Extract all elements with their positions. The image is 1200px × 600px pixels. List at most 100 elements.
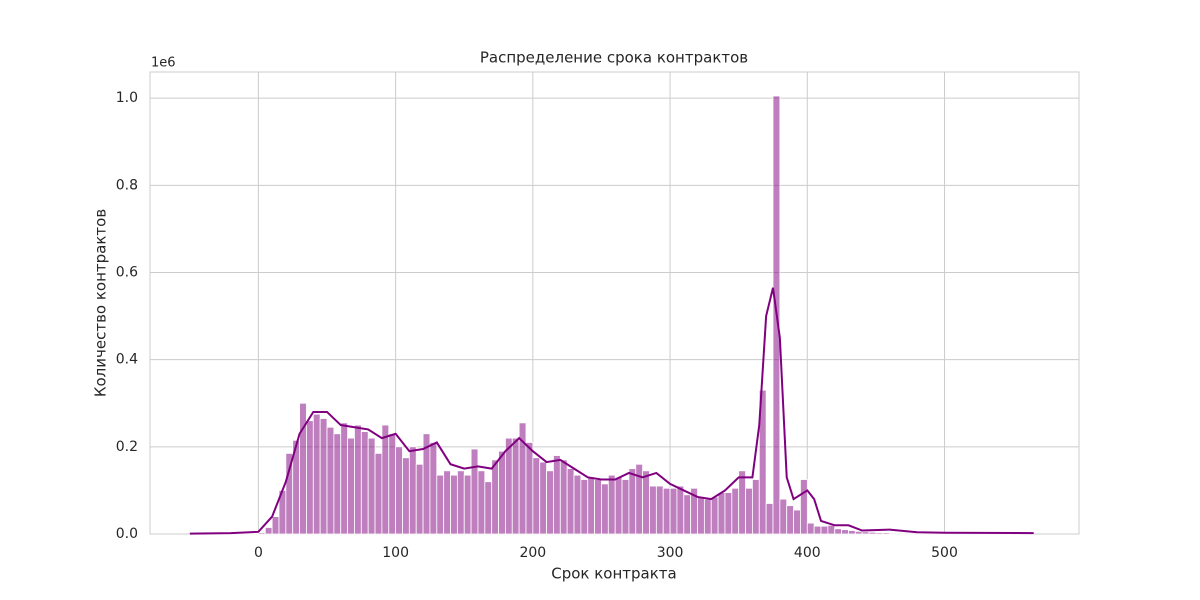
- bar: [395, 446, 403, 535]
- bar: [758, 389, 767, 535]
- bar: [882, 532, 891, 535]
- bar: [841, 529, 849, 535]
- bar: [388, 433, 397, 535]
- bar: [793, 509, 801, 535]
- bar: [498, 450, 506, 535]
- bar: [470, 448, 479, 535]
- bar: [601, 483, 609, 535]
- bar: [415, 463, 424, 535]
- bar: [683, 494, 692, 535]
- bar: [511, 437, 520, 535]
- bar: [834, 528, 843, 535]
- x-tick-label: 500: [931, 545, 958, 561]
- bar: [443, 470, 451, 535]
- y-tick-label: 0.6: [116, 264, 138, 280]
- x-tick-label: 400: [794, 545, 821, 561]
- bar: [861, 531, 870, 535]
- bar: [765, 503, 774, 535]
- bar: [594, 479, 602, 535]
- bar: [456, 470, 465, 535]
- bar: [319, 418, 328, 535]
- bar: [642, 470, 650, 535]
- x-tick-label: 0: [254, 545, 263, 561]
- bar: [264, 527, 273, 535]
- bar: [779, 498, 788, 535]
- x-axis-label: Срок контракта: [551, 565, 677, 583]
- y-tick-label: 0.8: [116, 177, 138, 193]
- x-tick-label: 300: [657, 545, 684, 561]
- y-tick-label: 0.0: [116, 526, 138, 542]
- bar: [896, 532, 904, 535]
- bar: [539, 461, 547, 535]
- bar: [710, 496, 719, 535]
- bar: [402, 457, 410, 535]
- bar: [628, 468, 637, 535]
- bar: [655, 485, 664, 535]
- bar: [312, 413, 321, 535]
- bar: [724, 492, 733, 535]
- y-tick-label: 0.4: [116, 352, 138, 368]
- bar: [429, 442, 438, 535]
- y-tick-label: 0.2: [116, 439, 138, 455]
- bar: [532, 457, 541, 535]
- bar: [813, 525, 822, 535]
- bar: [669, 487, 678, 535]
- y-tick-label: 1.0: [116, 90, 138, 106]
- bar: [827, 524, 836, 535]
- bar: [347, 437, 355, 535]
- y-axis-label: Количество контрактов: [92, 209, 110, 397]
- bar: [285, 452, 294, 535]
- bar: [258, 532, 266, 535]
- bar: [505, 437, 513, 535]
- kde-line: [189, 287, 1034, 535]
- bar: [566, 468, 575, 535]
- bar: [875, 532, 884, 535]
- bar: [367, 437, 376, 535]
- y-offset-label: 1e6: [151, 56, 176, 71]
- bar: [902, 532, 911, 535]
- bar: [703, 498, 712, 535]
- bar: [662, 487, 671, 535]
- bar: [820, 525, 829, 535]
- bar: [854, 530, 863, 535]
- bar: [463, 474, 472, 535]
- bar: [491, 459, 499, 535]
- bar: [381, 424, 390, 535]
- bar: [806, 522, 815, 535]
- bar: [559, 459, 568, 535]
- bar: [649, 485, 657, 535]
- bar: [621, 479, 630, 535]
- bar: [306, 420, 314, 535]
- bar: [374, 452, 383, 535]
- bar: [738, 470, 746, 535]
- bar: [354, 424, 362, 535]
- bar: [408, 446, 417, 535]
- bar: [697, 496, 705, 535]
- bar: [326, 426, 335, 535]
- bar: [717, 492, 726, 535]
- bar: [889, 532, 897, 535]
- bar: [745, 487, 753, 535]
- bar: [607, 474, 616, 535]
- bar: [752, 479, 760, 535]
- bar: [676, 485, 685, 535]
- bar: [340, 422, 349, 535]
- bar: [436, 474, 445, 535]
- bar: [333, 433, 342, 535]
- bar: [525, 442, 534, 535]
- bar: [546, 470, 554, 535]
- bar: [614, 476, 623, 535]
- bar: [909, 532, 918, 535]
- bar: [868, 531, 877, 535]
- bar: [580, 479, 589, 535]
- bar: [731, 487, 740, 535]
- bar: [450, 474, 458, 535]
- bar: [786, 505, 794, 535]
- bar: [484, 481, 493, 535]
- bar: [271, 516, 280, 535]
- bar: [573, 474, 582, 535]
- x-tick-label: 100: [382, 545, 409, 561]
- bar: [848, 530, 856, 535]
- bar: [587, 476, 596, 535]
